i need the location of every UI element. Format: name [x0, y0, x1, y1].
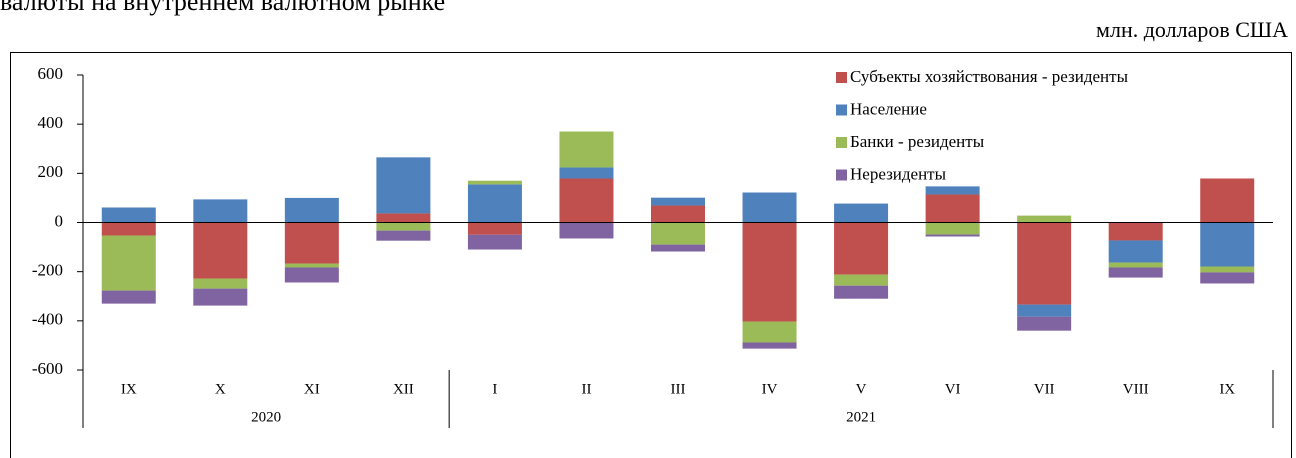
- unit-label: млн. долларов США: [1096, 17, 1288, 42]
- y-tick-label: 200: [38, 162, 64, 181]
- y-tick-label: 600: [38, 64, 64, 83]
- bar-segment: [1017, 222, 1072, 305]
- bar-segment: [1200, 266, 1255, 273]
- bar-segment: [376, 213, 431, 223]
- bar-segment: [834, 222, 889, 275]
- bar-segment: [559, 131, 614, 168]
- x-tick-label: II: [581, 381, 591, 397]
- bar-segment: [834, 285, 889, 299]
- bar-segment: [1108, 222, 1163, 241]
- x-tick-label: XI: [304, 381, 320, 397]
- bar-segment: [1017, 304, 1072, 317]
- legend-swatch: [836, 104, 847, 116]
- y-tick-label: -200: [32, 261, 63, 280]
- bar-segment: [1108, 267, 1163, 278]
- legend-swatch: [836, 137, 847, 148]
- group-label: 2021: [846, 409, 876, 425]
- bar-segment: [467, 234, 522, 250]
- bar-segment: [1200, 222, 1255, 267]
- bar-segment: [742, 321, 797, 343]
- bar-segment: [1017, 215, 1072, 223]
- x-tick-label: XII: [393, 381, 414, 397]
- legend-swatch: [836, 72, 847, 83]
- x-tick-label: IV: [762, 381, 778, 397]
- bar-segment: [467, 184, 522, 223]
- x-tick-label: VII: [1034, 381, 1055, 397]
- bar-segment: [925, 194, 980, 223]
- bar-segment: [284, 197, 339, 223]
- bar-segment: [742, 192, 797, 223]
- legend-label: Население: [850, 99, 927, 118]
- bar-segment: [284, 267, 339, 283]
- x-tick-label: III: [671, 381, 686, 397]
- x-tick-label: I: [492, 381, 497, 397]
- bar-segment: [834, 274, 889, 286]
- x-tick-label: V: [856, 381, 867, 397]
- bar-segment: [101, 207, 156, 223]
- bar-segment: [651, 222, 705, 245]
- bar-segment: [559, 178, 614, 223]
- group-label: 2020: [251, 409, 281, 425]
- bar-segment: [193, 278, 248, 289]
- y-tick-label: 0: [55, 211, 64, 230]
- bar-segment: [1017, 316, 1072, 331]
- bar-segment: [284, 222, 339, 264]
- chart-title: валюты на внутреннем валютном рынке: [0, 0, 445, 16]
- bar-segment: [559, 167, 614, 179]
- bar-segment: [742, 222, 797, 322]
- bar-segment: [651, 244, 705, 252]
- y-tick-label: -400: [32, 310, 63, 329]
- bar-segment: [193, 288, 248, 306]
- bar-segment: [1108, 240, 1163, 263]
- bar-segment: [834, 203, 889, 223]
- bar-segment: [1108, 262, 1163, 268]
- bar-segment: [376, 222, 431, 231]
- bar-segment: [925, 234, 980, 237]
- x-tick-label: X: [215, 381, 226, 397]
- bar-segment: [925, 222, 980, 235]
- bar-segment: [1200, 178, 1255, 223]
- bar-segment: [467, 180, 522, 185]
- bar-segment: [925, 186, 980, 195]
- bar-segment: [742, 342, 797, 349]
- bar-segment: [101, 222, 156, 236]
- legend-swatch: [836, 169, 847, 181]
- x-tick-label: VI: [945, 381, 961, 397]
- bar-segment: [559, 222, 614, 239]
- bar-segment: [376, 157, 431, 214]
- bar-segment: [101, 235, 156, 291]
- bar-segment: [284, 263, 339, 268]
- bar-segment: [1200, 272, 1255, 284]
- x-tick-label: IX: [121, 381, 137, 397]
- legend-label: Нерезиденты: [850, 164, 947, 183]
- bar-segment: [376, 230, 431, 241]
- y-tick-label: -600: [32, 359, 63, 378]
- x-tick-label: IX: [1219, 381, 1235, 397]
- bar-segment: [193, 199, 248, 223]
- bar-segment: [101, 290, 156, 304]
- chart-frame: [10, 52, 1292, 458]
- legend-label: Банки - резиденты: [850, 132, 985, 151]
- bar-segment: [193, 222, 248, 279]
- bar-segment: [651, 205, 705, 223]
- bar-segment: [651, 197, 705, 206]
- bar-segment: [467, 222, 522, 235]
- x-tick-label: VIII: [1123, 381, 1149, 397]
- y-tick-label: 400: [38, 113, 64, 132]
- legend-label: Субъекты хозяйствования - резиденты: [850, 67, 1129, 86]
